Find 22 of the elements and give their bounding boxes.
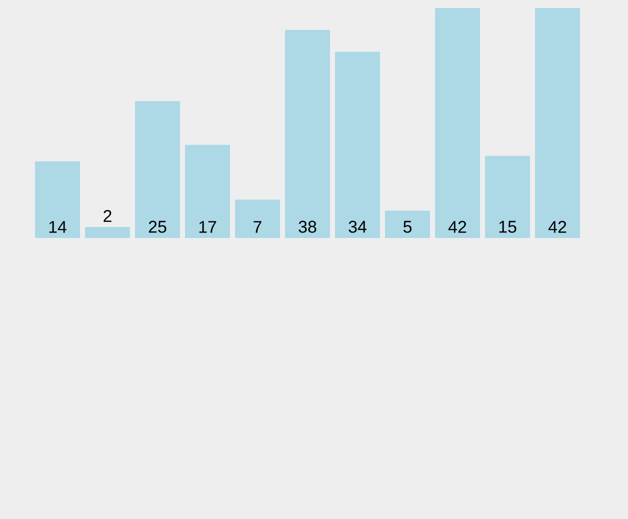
data-label: 7 <box>254 221 262 233</box>
data-label: 25 <box>148 220 166 233</box>
bar <box>135 101 180 238</box>
bar <box>35 161 80 238</box>
bar <box>485 156 530 238</box>
bar <box>185 144 230 238</box>
data-label: 34 <box>348 220 366 233</box>
bar <box>235 200 280 238</box>
data-label: 14 <box>49 221 66 233</box>
bar <box>385 210 430 238</box>
bar <box>85 227 130 238</box>
bar <box>285 30 330 238</box>
data-label: 17 <box>199 221 216 233</box>
data-label: 2 <box>104 210 112 222</box>
data-label: 42 <box>548 220 566 233</box>
data-label: 5 <box>403 220 412 233</box>
data-label: 42 <box>448 220 466 233</box>
data-label: 38 <box>298 220 316 233</box>
bar <box>535 8 580 238</box>
bar <box>335 52 380 238</box>
bar <box>435 8 480 238</box>
data-label: 15 <box>499 220 516 233</box>
